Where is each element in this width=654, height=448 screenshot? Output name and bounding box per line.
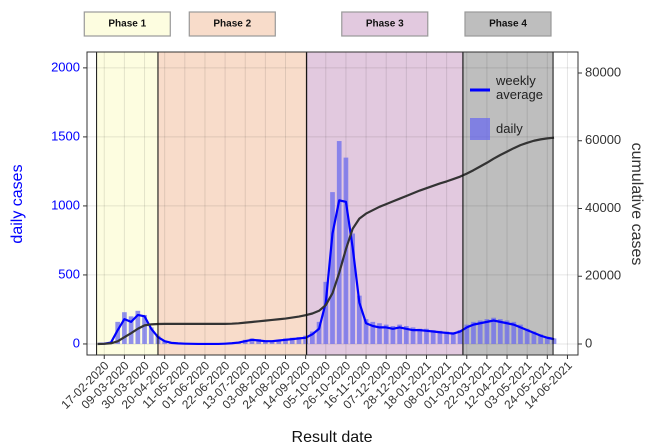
daily-bar — [383, 324, 389, 344]
daily-bar — [122, 312, 127, 344]
daily-bar — [551, 338, 557, 344]
y2-tick-label: 20000 — [585, 268, 621, 283]
daily-bar — [316, 321, 322, 344]
y-tick-label: 500 — [58, 266, 80, 281]
phase-label-box — [188, 11, 276, 37]
y2-tick-label: 0 — [585, 335, 592, 350]
daily-bar — [390, 326, 396, 344]
cumulative-line — [97, 136, 555, 346]
daily-bar — [397, 324, 402, 344]
daily-bar — [457, 330, 463, 344]
phase-label-box — [464, 11, 552, 37]
daily-bar — [128, 316, 134, 344]
daily-bar — [524, 328, 530, 344]
daily-bar — [437, 330, 443, 344]
y-tick-label: 2000 — [51, 59, 80, 74]
daily-bar — [310, 331, 315, 344]
daily-bar — [135, 310, 141, 344]
phase-region — [462, 52, 554, 355]
daily-bar — [450, 332, 456, 344]
daily-bar — [484, 319, 490, 344]
daily-bar — [504, 320, 510, 344]
y-tick-label: 1500 — [51, 128, 80, 143]
daily-bar — [444, 331, 449, 344]
average-line — [97, 199, 555, 346]
daily-bar — [249, 338, 255, 344]
daily-bar — [303, 335, 308, 344]
legend-label: weekly average — [496, 74, 543, 102]
daily-bar — [464, 324, 470, 344]
daily-bar — [336, 141, 342, 344]
phase-label: Phase 2 — [213, 19, 251, 30]
daily-bar — [162, 341, 168, 344]
daily-bar — [491, 317, 496, 344]
daily-bar — [417, 328, 423, 344]
y-axis-title: daily cases — [9, 164, 26, 243]
legend-item: daily — [496, 121, 523, 136]
plot-frame — [86, 51, 579, 356]
y2-axis-title: cumulative cases — [628, 143, 645, 266]
daily-bar — [544, 337, 550, 344]
phase-label-box — [83, 11, 171, 37]
legend-swatch — [470, 118, 490, 140]
phase-label: Phase 4 — [489, 19, 527, 30]
daily-bar — [357, 295, 362, 344]
daily-bar — [511, 321, 517, 344]
daily-bar — [424, 328, 429, 344]
phase-region — [96, 52, 158, 355]
daily-bar — [497, 319, 503, 344]
daily-bar — [518, 324, 523, 344]
daily-bar — [363, 319, 369, 344]
daily-bar — [471, 321, 476, 344]
legend-item: weekly average — [496, 74, 543, 102]
daily-bar — [283, 338, 288, 344]
daily-bar — [330, 192, 335, 344]
daily-bar — [430, 330, 436, 344]
daily-bar — [142, 314, 147, 344]
daily-bar — [477, 320, 483, 344]
y2-tick-label: 60000 — [585, 132, 621, 147]
daily-bar — [403, 326, 409, 344]
daily-bar — [115, 321, 121, 344]
daily-bar — [370, 321, 376, 344]
phase-label-box — [341, 11, 429, 37]
y-tick-label: 0 — [73, 335, 80, 350]
phase-region — [157, 52, 307, 355]
y-tick-label: 1000 — [51, 197, 80, 212]
daily-bar — [538, 334, 543, 344]
legend-label: daily — [496, 121, 523, 136]
daily-bar — [323, 281, 329, 344]
daily-bar — [276, 339, 282, 344]
phase-label: Phase 1 — [108, 19, 146, 30]
phase-label: Phase 3 — [366, 19, 404, 30]
daily-bar — [296, 337, 302, 344]
y2-tick-label: 80000 — [585, 64, 621, 79]
y2-tick-label: 40000 — [585, 200, 621, 215]
daily-bar — [410, 327, 416, 344]
daily-bar — [148, 327, 154, 344]
x-axis-title: Result date — [292, 429, 373, 446]
daily-bar — [531, 331, 537, 344]
daily-bar — [350, 233, 355, 344]
daily-bar — [377, 323, 382, 344]
daily-bar — [289, 337, 295, 344]
